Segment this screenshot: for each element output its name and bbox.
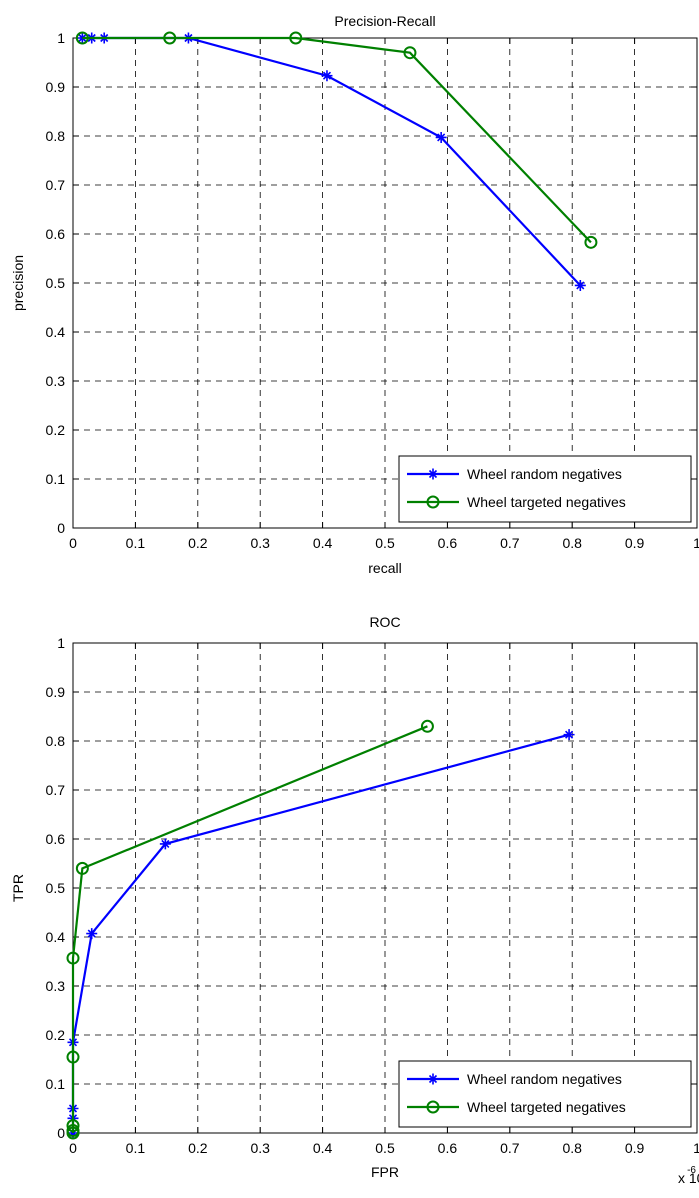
y-tick-label: 0.7	[46, 782, 66, 798]
legend-label: Wheel random negatives	[467, 1071, 622, 1087]
data-point-circle	[163, 31, 177, 45]
data-point-circle	[66, 1050, 80, 1064]
y-tick-label: 0.1	[46, 1076, 66, 1092]
x-tick-label: 1	[693, 535, 699, 551]
legend-marker-circle	[426, 1100, 440, 1114]
x-tick-label: 0.6	[438, 535, 458, 551]
roc-chart: 0 0.1 0.2 0.3 0.4 0.5 0.6 0.7 0.8 0.9 1 0 0.1 0.2 0.3 0…	[10, 614, 699, 1186]
x-tick-label: 0.1	[126, 535, 146, 551]
x-tick-label: 0.9	[625, 535, 645, 551]
y-tick-label: 0.6	[46, 831, 66, 847]
x-tick-label: 0	[69, 1140, 77, 1156]
x-axis-multiplier: x 10	[678, 1170, 699, 1186]
y-tick-label: 0.1	[46, 471, 66, 487]
series-targeted-negatives	[66, 719, 434, 1140]
y-tick-label: 1	[57, 635, 65, 651]
plot-frame	[72, 37, 698, 529]
data-point-star	[563, 729, 575, 741]
x-tick-label: 0.3	[250, 535, 270, 551]
series-targeted-negatives	[75, 31, 598, 249]
y-tick-label: 0.5	[46, 880, 66, 896]
data-point-circle	[75, 861, 89, 875]
x-tick-label: 0.8	[562, 1140, 582, 1156]
y-tick-label: 0.3	[46, 373, 66, 389]
data-point-circle	[66, 1119, 80, 1133]
y-tick-label: 0.7	[46, 177, 66, 193]
x-tick-label: 0.2	[188, 1140, 208, 1156]
legend-label: Wheel targeted negatives	[467, 494, 626, 510]
x-tick-label: 0.7	[500, 535, 520, 551]
x-tick-label: 0.4	[313, 535, 333, 551]
legend-box	[398, 455, 692, 523]
y-tick-label: 0.2	[46, 1027, 66, 1043]
y-tick-label: 0.8	[46, 733, 66, 749]
data-point-star	[574, 279, 586, 291]
legend-box	[398, 1060, 692, 1128]
data-point-circle	[420, 719, 434, 733]
x-tick-label: 0.5	[375, 535, 395, 551]
legend-marker-circle	[426, 495, 440, 509]
y-tick-label: 0	[57, 1125, 65, 1141]
y-tick-label: 0.4	[46, 929, 66, 945]
data-point-star	[159, 838, 171, 850]
y-tick-label: 0	[57, 520, 65, 536]
data-point-star	[321, 70, 333, 82]
x-tick-label: 0.9	[625, 1140, 645, 1156]
legend-label: Wheel random negatives	[467, 466, 622, 482]
y-tick-label: 0.8	[46, 128, 66, 144]
x-tick-label: 0.6	[438, 1140, 458, 1156]
y-tick-label: 0.5	[46, 275, 66, 291]
x-tick-label: 0	[69, 535, 77, 551]
y-tick-label: 0.3	[46, 978, 66, 994]
x-axis-multiplier-exponent: -6	[687, 1165, 696, 1176]
plot-frame	[72, 642, 698, 1134]
legend-marker-star	[427, 468, 439, 480]
chart-title: ROC	[369, 614, 400, 630]
x-tick-label: 0.1	[126, 1140, 146, 1156]
y-tick-label: 0.6	[46, 226, 66, 242]
x-tick-label: 1	[693, 1140, 699, 1156]
x-tick-label: 0.2	[188, 535, 208, 551]
data-point-star	[435, 131, 447, 143]
y-axis-label: TPR	[10, 874, 26, 902]
data-point-circle	[584, 235, 598, 249]
x-axis-label: FPR	[371, 1164, 399, 1180]
x-tick-label: 0.4	[313, 1140, 333, 1156]
x-tick-label: 0.7	[500, 1140, 520, 1156]
x-tick-label: 0.8	[562, 535, 582, 551]
data-point-circle	[403, 46, 417, 60]
data-point-circle	[66, 951, 80, 965]
data-point-circle	[75, 31, 89, 45]
x-tick-label: 0.3	[250, 1140, 270, 1156]
y-tick-label: 0.9	[46, 79, 66, 95]
legend-label: Wheel targeted negatives	[467, 1099, 626, 1115]
series-line	[82, 36, 592, 244]
y-axis-label: precision	[10, 255, 26, 311]
y-tick-label: 0.2	[46, 422, 66, 438]
data-point-circle	[66, 1124, 80, 1138]
data-point-star	[86, 928, 98, 940]
x-axis-label: recall	[368, 560, 401, 576]
chart-title: Precision-Recall	[334, 13, 435, 29]
x-tick-label: 0.5	[375, 1140, 395, 1156]
data-point-circle	[289, 31, 303, 45]
y-tick-label: 0.9	[46, 684, 66, 700]
legend: Wheel random negatives Wheel targeted neg…	[398, 455, 692, 523]
precision-recall-chart: 0 0.1 0.2 0.3 0.4 0.5 0.6 0.7 0.8 0.9 1 0 0.1 0.2 0.3 0…	[10, 13, 699, 576]
legend: Wheel random negatives Wheel targeted neg…	[398, 1060, 692, 1128]
legend-marker-star	[427, 1073, 439, 1085]
y-tick-label: 1	[57, 30, 65, 46]
y-tick-label: 0.4	[46, 324, 66, 340]
